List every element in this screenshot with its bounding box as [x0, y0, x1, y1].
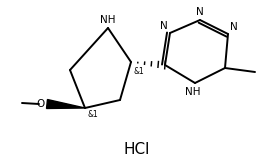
Text: NH: NH — [185, 87, 201, 97]
Text: N: N — [196, 7, 204, 17]
Text: HCl: HCl — [124, 142, 150, 158]
Text: N: N — [160, 21, 168, 31]
Text: O: O — [37, 99, 45, 109]
Text: &1: &1 — [133, 67, 144, 76]
Polygon shape — [47, 99, 85, 109]
Text: N: N — [230, 22, 238, 32]
Text: &1: &1 — [87, 110, 98, 119]
Text: NH: NH — [100, 15, 116, 25]
